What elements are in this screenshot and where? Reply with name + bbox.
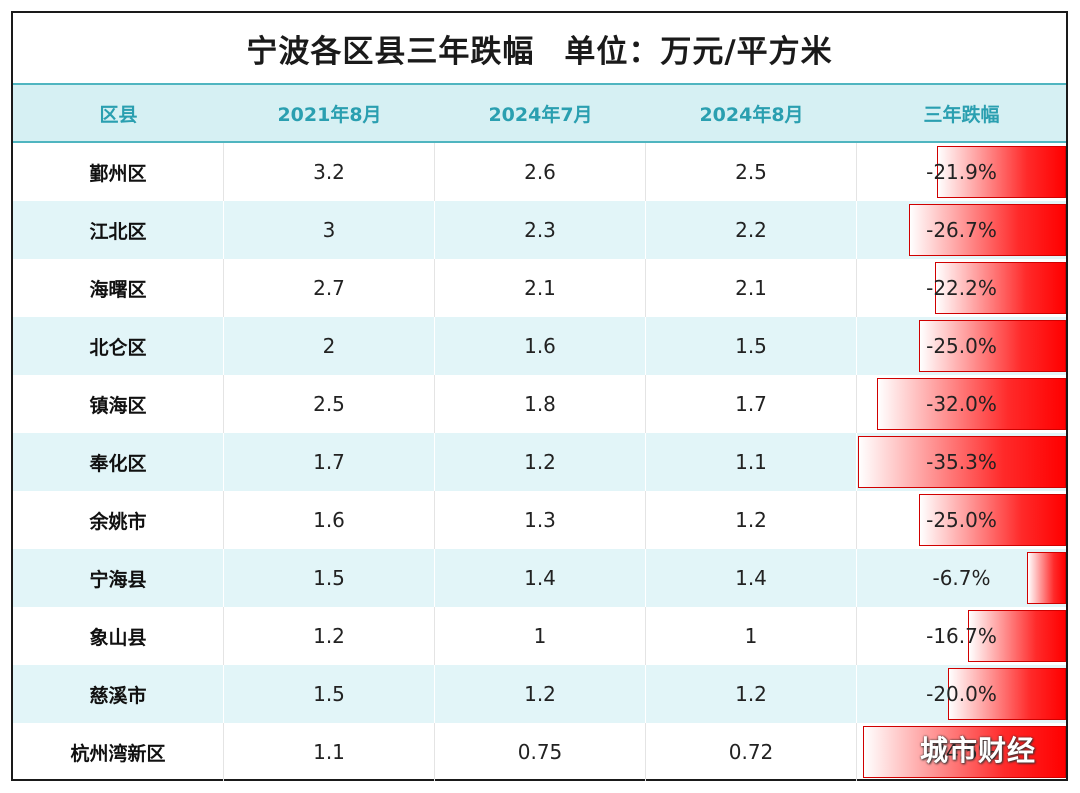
- price-2024-jul: 1.6: [435, 317, 646, 375]
- price-2021-aug: 1.1: [224, 723, 435, 781]
- district-name: 海曙区: [13, 259, 224, 317]
- drop-percent: -22.2%: [926, 276, 997, 300]
- header-2024-aug: 2024年8月: [699, 103, 804, 126]
- drop-percent: -20.0%: [926, 682, 997, 706]
- price-2024-jul: 1.8: [435, 375, 646, 433]
- price-2024-aug: 1.4: [646, 549, 857, 607]
- drop-bar: [877, 378, 1066, 430]
- drop-percent: -16.7%: [926, 624, 997, 648]
- table-row: 海曙区 2.7 2.1 2.1 -22.2%: [13, 259, 1066, 317]
- district-name: 象山县: [13, 607, 224, 665]
- drop-cell: -22.2%: [857, 259, 1066, 317]
- district-name: 杭州湾新区: [13, 723, 224, 781]
- drop-cell: -25.0%: [857, 491, 1066, 549]
- district-name: 慈溪市: [13, 665, 224, 723]
- price-2024-jul: 1.2: [435, 665, 646, 723]
- price-2024-jul: 1.3: [435, 491, 646, 549]
- drop-bar: [1027, 552, 1066, 604]
- drop-cell: -6.7%: [857, 549, 1066, 607]
- drop-percent: -21.9%: [926, 160, 997, 184]
- drop-cell: -26.7%: [857, 201, 1066, 259]
- price-2021-aug: 3: [224, 201, 435, 259]
- table-row: 北仑区 2 1.6 1.5 -25.0%: [13, 317, 1066, 375]
- price-2024-aug: 2.2: [646, 201, 857, 259]
- price-2024-aug: 0.72: [646, 723, 857, 781]
- table-row: 鄞州区 3.2 2.6 2.5 -21.9%: [13, 143, 1066, 201]
- district-name: 镇海区: [13, 375, 224, 433]
- price-2024-jul: 1.4: [435, 549, 646, 607]
- price-2021-aug: 2.7: [224, 259, 435, 317]
- drop-cell: -20.0%: [857, 665, 1066, 723]
- price-2021-aug: 2.5: [224, 375, 435, 433]
- drop-percent: -26.7%: [926, 218, 997, 242]
- table-row: 江北区 3 2.3 2.2 -26.7%: [13, 201, 1066, 259]
- price-2024-jul: 2.3: [435, 201, 646, 259]
- price-2024-jul: 0.75: [435, 723, 646, 781]
- table-row: 杭州湾新区 1.1 0.75 0.72 -34.5%: [13, 723, 1066, 781]
- table-row: 奉化区 1.7 1.2 1.1 -35.3%: [13, 433, 1066, 491]
- district-name: 鄞州区: [13, 143, 224, 201]
- price-2024-aug: 1.7: [646, 375, 857, 433]
- header-2024-jul: 2024年7月: [488, 103, 593, 126]
- price-2021-aug: 2: [224, 317, 435, 375]
- price-2024-aug: 1: [646, 607, 857, 665]
- price-2024-jul: 1.2: [435, 433, 646, 491]
- price-2024-jul: 2.6: [435, 143, 646, 201]
- drop-percent: -25.0%: [926, 334, 997, 358]
- price-2024-jul: 2.1: [435, 259, 646, 317]
- header-2021-aug: 2021年8月: [277, 103, 382, 126]
- header-district: 区县: [99, 103, 138, 126]
- district-name: 江北区: [13, 201, 224, 259]
- drop-bar: [968, 610, 1066, 662]
- drop-bar: [858, 436, 1066, 488]
- price-2021-aug: 1.6: [224, 491, 435, 549]
- title-main: 宁波各区县三年跌幅: [246, 33, 535, 70]
- price-2021-aug: 1.5: [224, 549, 435, 607]
- district-name: 余姚市: [13, 491, 224, 549]
- table-row: 慈溪市 1.5 1.2 1.2 -20.0%: [13, 665, 1066, 723]
- drop-percent: -25.0%: [926, 508, 997, 532]
- header-three-year-drop: 三年跌幅: [923, 103, 1000, 126]
- district-name: 宁海县: [13, 549, 224, 607]
- price-2021-aug: 1.7: [224, 433, 435, 491]
- watermark-text: 城市财经: [920, 734, 1037, 767]
- drop-cell: -25.0%: [857, 317, 1066, 375]
- drop-cell: -34.5%: [857, 723, 1066, 781]
- header-row: 区县 2021年8月 2024年7月 2024年8月 三年跌幅: [13, 85, 1066, 143]
- price-2021-aug: 1.2: [224, 607, 435, 665]
- drop-cell: -32.0%: [857, 375, 1066, 433]
- drop-cell: -21.9%: [857, 143, 1066, 201]
- table-row: 镇海区 2.5 1.8 1.7 -32.0%: [13, 375, 1066, 433]
- district-name: 北仑区: [13, 317, 224, 375]
- drop-cell: -35.3%: [857, 433, 1066, 491]
- price-2024-aug: 1.2: [646, 491, 857, 549]
- table-frame: 宁波各区县三年跌幅 单位：万元/平方米 区县 2021年8月 2024年7月 2…: [11, 11, 1068, 781]
- drop-bar: [935, 262, 1066, 314]
- price-2024-aug: 2.5: [646, 143, 857, 201]
- price-2024-aug: 2.1: [646, 259, 857, 317]
- drop-cell: -16.7%: [857, 607, 1066, 665]
- drop-bar: [863, 726, 1066, 778]
- drop-bar: [937, 146, 1066, 198]
- drop-bar: [909, 204, 1066, 256]
- title-unit: 单位：万元/平方米: [564, 33, 833, 70]
- price-2021-aug: 1.5: [224, 665, 435, 723]
- drop-bar: [948, 668, 1066, 720]
- price-2021-aug: 3.2: [224, 143, 435, 201]
- drop-percent: -34.5%: [926, 740, 997, 764]
- drop-percent: -35.3%: [926, 450, 997, 474]
- drop-percent: -6.7%: [932, 566, 991, 590]
- drop-bar: [919, 494, 1066, 546]
- price-2024-aug: 1.2: [646, 665, 857, 723]
- table-row: 宁海县 1.5 1.4 1.4 -6.7%: [13, 549, 1066, 607]
- table-title: 宁波各区县三年跌幅 单位：万元/平方米: [13, 13, 1066, 85]
- drop-percent: -32.0%: [926, 392, 997, 416]
- price-2024-aug: 1.1: [646, 433, 857, 491]
- price-2024-jul: 1: [435, 607, 646, 665]
- drop-bar: [919, 320, 1066, 372]
- table-row: 象山县 1.2 1 1 -16.7%: [13, 607, 1066, 665]
- table-row: 余姚市 1.6 1.3 1.2 -25.0%: [13, 491, 1066, 549]
- district-name: 奉化区: [13, 433, 224, 491]
- price-2024-aug: 1.5: [646, 317, 857, 375]
